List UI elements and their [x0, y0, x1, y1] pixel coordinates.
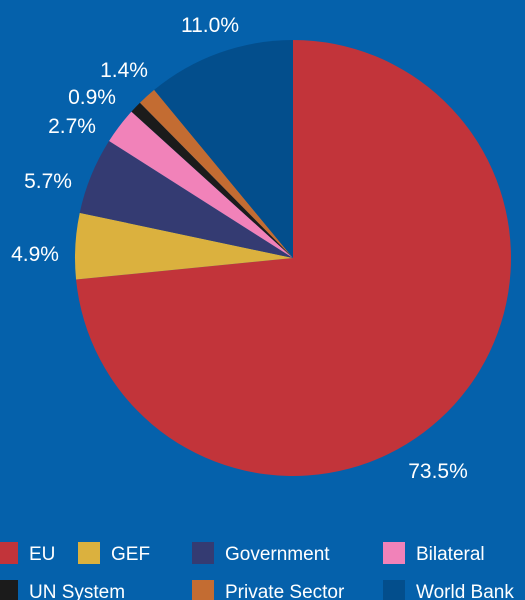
pie-slice-un-system	[131, 102, 293, 259]
data-label-bilateral: 2.7%	[48, 115, 96, 138]
legend-item-eu: EU	[0, 542, 55, 565]
legend-item-un-system: UN System	[0, 580, 125, 600]
legend: EU GEF Government Bilateral UN System Private…	[0, 542, 514, 600]
legend-swatch-private-sector	[192, 580, 214, 600]
pie-slice-eu	[76, 40, 511, 476]
legend-label-bilateral: Bilateral	[416, 544, 485, 565]
legend-label-gef: GEF	[111, 544, 150, 565]
data-label-gef: 4.9%	[11, 243, 59, 266]
pie-slice-gef	[74, 212, 293, 280]
pie-slice-bilateral	[109, 111, 293, 258]
legend-item-private-sector: Private Sector	[192, 580, 345, 600]
data-label-world-bank: 11.0%	[181, 14, 239, 37]
legend-label-eu: EU	[29, 544, 55, 565]
legend-item-gef: GEF	[78, 542, 150, 565]
legend-label-private-sector: Private Sector	[225, 582, 345, 600]
legend-swatch-eu	[0, 542, 18, 564]
legend-swatch-bilateral	[383, 542, 405, 564]
legend-item-bilateral: Bilateral	[383, 542, 485, 565]
data-label-un-system: 0.9%	[68, 86, 116, 109]
pie-slices	[74, 40, 511, 476]
legend-swatch-gef	[78, 542, 100, 564]
legend-label-un-system: UN System	[29, 582, 125, 600]
legend-swatch-world-bank	[383, 580, 405, 600]
legend-swatch-un-system	[0, 580, 18, 600]
data-label-eu: 73.5%	[408, 460, 468, 483]
pie-slice-government	[79, 141, 293, 258]
pie-slice-world-bank	[154, 40, 293, 258]
data-label-private-sector: 1.4%	[100, 59, 148, 82]
data-label-government: 5.7%	[24, 170, 72, 193]
pie-data-labels: 73.5% 4.9% 5.7% 2.7% 0.9% 1.4% 11.0%	[11, 14, 468, 483]
legend-label-government: Government	[225, 544, 330, 565]
pie-slice-private-sector	[139, 89, 293, 259]
legend-swatch-government	[192, 542, 214, 564]
legend-item-government: Government	[192, 542, 330, 565]
legend-label-world-bank: World Bank	[416, 582, 514, 600]
legend-item-world-bank: World Bank	[383, 580, 514, 600]
